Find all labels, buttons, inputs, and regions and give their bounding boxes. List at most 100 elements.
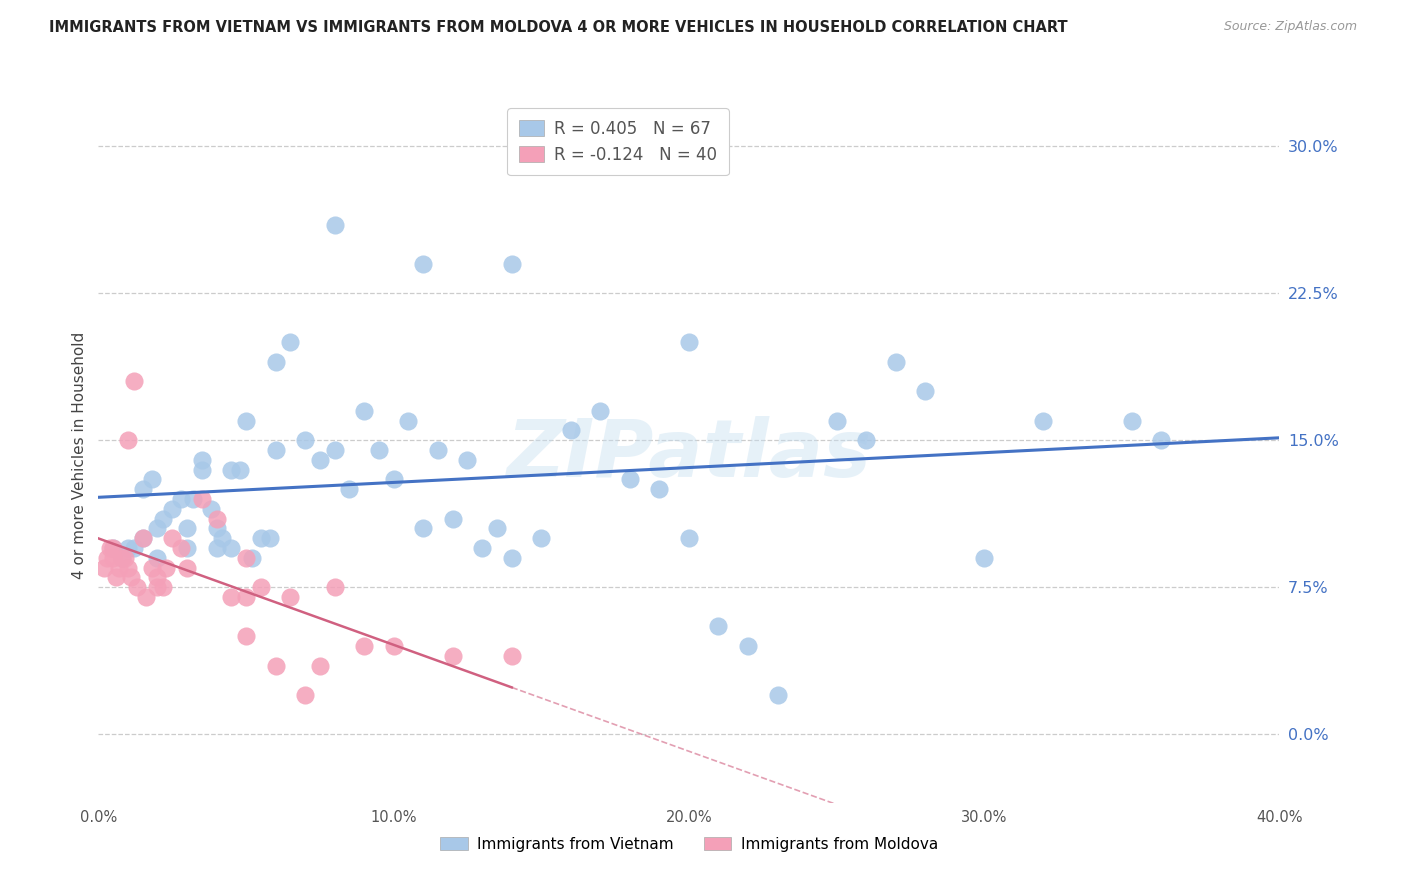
Point <box>323 218 346 232</box>
Point <box>111 550 134 565</box>
Point <box>280 335 302 350</box>
Point <box>176 521 198 535</box>
Point <box>1150 434 1173 448</box>
Point <box>125 580 148 594</box>
Point <box>382 472 405 486</box>
Point <box>264 355 287 369</box>
Point <box>122 375 145 389</box>
Point <box>146 580 169 594</box>
Point <box>353 639 375 653</box>
Point <box>98 541 121 555</box>
Point <box>353 404 375 418</box>
Point <box>152 511 174 525</box>
Point <box>323 580 346 594</box>
Point <box>589 404 612 418</box>
Point <box>259 531 281 545</box>
Point <box>162 531 183 545</box>
Point <box>103 541 125 555</box>
Point <box>678 531 700 545</box>
Point <box>427 443 450 458</box>
Point <box>250 531 273 545</box>
Point <box>221 462 243 476</box>
Point <box>181 491 204 506</box>
Point <box>501 257 523 271</box>
Point <box>155 560 177 574</box>
Point <box>191 462 214 476</box>
Point <box>294 434 316 448</box>
Point <box>973 550 995 565</box>
Point <box>221 590 243 604</box>
Point <box>176 560 198 574</box>
Point <box>825 414 848 428</box>
Point <box>235 414 257 428</box>
Point <box>117 560 139 574</box>
Point <box>294 688 316 702</box>
Point <box>235 590 257 604</box>
Point <box>122 541 145 555</box>
Point <box>855 434 877 448</box>
Point <box>309 452 332 467</box>
Text: Source: ZipAtlas.com: Source: ZipAtlas.com <box>1223 20 1357 33</box>
Point <box>339 482 361 496</box>
Point <box>486 521 509 535</box>
Point <box>162 501 183 516</box>
Point <box>412 521 434 535</box>
Point <box>1032 414 1054 428</box>
Point <box>152 580 174 594</box>
Point <box>240 550 263 565</box>
Point <box>382 639 405 653</box>
Point <box>120 570 142 584</box>
Point <box>368 443 391 458</box>
Point <box>132 531 155 545</box>
Point <box>501 550 523 565</box>
Point <box>117 434 139 448</box>
Point <box>205 521 228 535</box>
Point <box>280 590 302 604</box>
Point <box>619 472 641 486</box>
Point <box>648 482 671 496</box>
Point <box>250 580 273 594</box>
Point <box>884 355 907 369</box>
Point <box>200 501 222 516</box>
Point <box>111 550 134 565</box>
Point <box>205 511 228 525</box>
Point <box>457 452 479 467</box>
Point <box>235 550 257 565</box>
Point <box>530 531 553 545</box>
Point <box>678 335 700 350</box>
Text: ZIPatlas: ZIPatlas <box>506 416 872 494</box>
Point <box>501 648 523 663</box>
Legend: Immigrants from Vietnam, Immigrants from Moldova: Immigrants from Vietnam, Immigrants from… <box>434 830 943 858</box>
Point <box>191 452 214 467</box>
Point <box>146 570 169 584</box>
Point <box>264 658 287 673</box>
Point <box>229 462 252 476</box>
Point <box>221 541 243 555</box>
Y-axis label: 4 or more Vehicles in Household: 4 or more Vehicles in Household <box>72 331 87 579</box>
Point <box>170 541 193 555</box>
Point <box>146 521 169 535</box>
Point <box>441 511 464 525</box>
Point <box>707 619 730 633</box>
Point <box>132 482 155 496</box>
Point <box>412 257 434 271</box>
Point <box>103 550 125 565</box>
Point <box>211 531 233 545</box>
Point <box>398 414 420 428</box>
Point <box>323 443 346 458</box>
Point <box>176 541 198 555</box>
Point <box>135 590 157 604</box>
Point <box>914 384 936 399</box>
Point <box>141 472 163 486</box>
Point <box>108 560 131 574</box>
Point <box>170 491 193 506</box>
Point <box>205 541 228 555</box>
Point <box>96 550 118 565</box>
Point <box>441 648 464 663</box>
Point <box>117 541 139 555</box>
Point <box>93 560 115 574</box>
Point <box>309 658 332 673</box>
Point <box>766 688 789 702</box>
Point <box>191 491 214 506</box>
Point <box>471 541 494 555</box>
